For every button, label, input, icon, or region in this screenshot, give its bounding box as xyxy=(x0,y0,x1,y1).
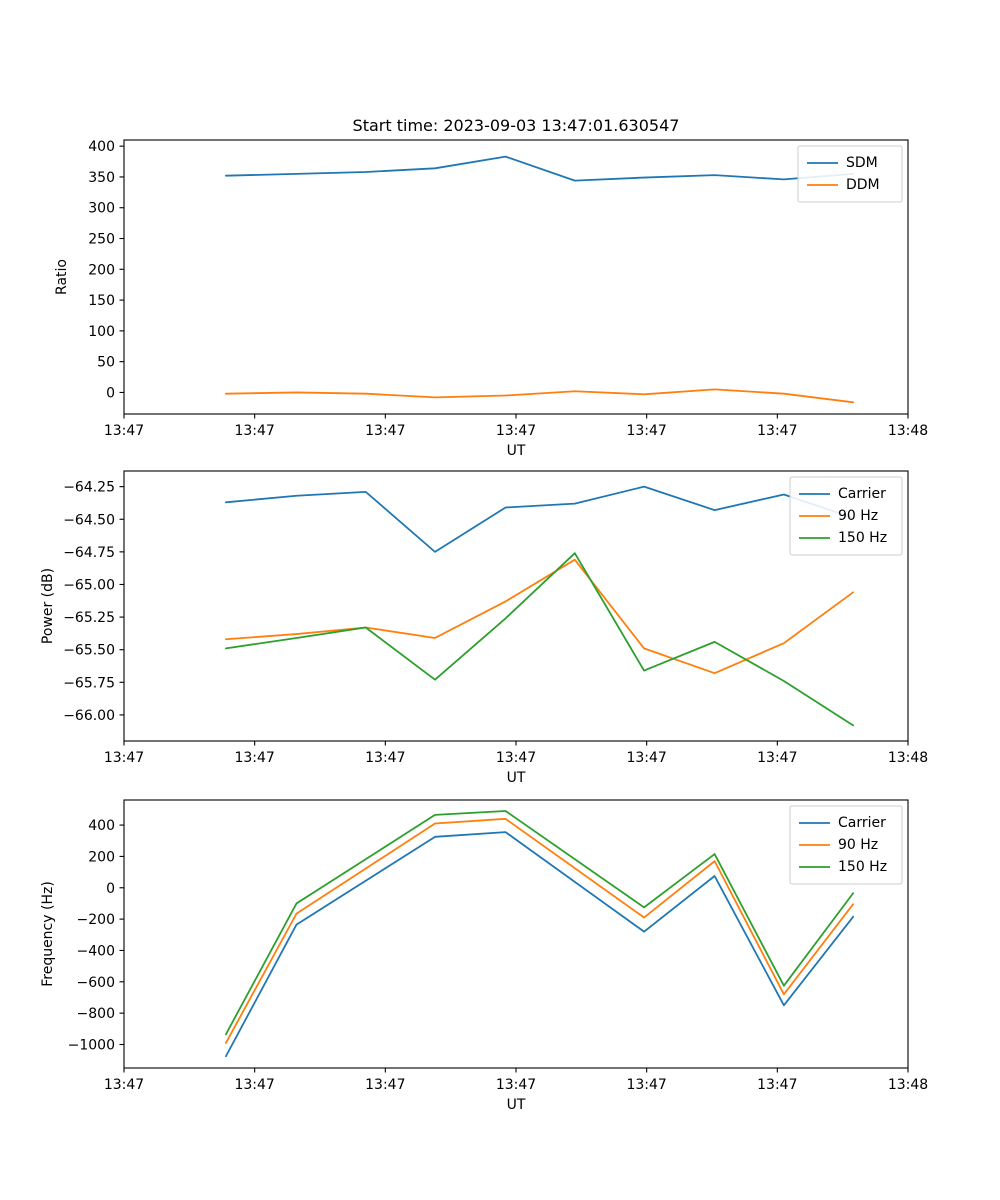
panel-power-ylabel: Power (dB) xyxy=(40,568,56,644)
panel-ratio-ytick-label: 400 xyxy=(88,139,115,155)
panel-ratio-series-sdm xyxy=(225,155,855,182)
panel-frequency-ytick-label: 200 xyxy=(88,849,115,865)
panel-ratio: 13:47 13:47 13:47 13:47 13:47 13:47 13:48 0 50 10… xyxy=(54,116,928,459)
panel-power: 13:47 13:47 13:47 13:47 13:47 13:47 13:48 −64.2… xyxy=(40,470,928,786)
panel-ratio-ytick-label: 150 xyxy=(88,293,115,309)
panel-ratio-xtick-label: 13:47 xyxy=(626,423,666,439)
panel-power-xtick-label: 13:47 xyxy=(496,750,536,766)
panel-ratio-ytick-label: 50 xyxy=(97,355,115,371)
panel-frequency-xtick-label: 13:47 xyxy=(496,1077,536,1093)
panel-power-series-150-hz xyxy=(225,552,855,727)
panel-frequency-ytick-label: 400 xyxy=(88,818,115,834)
panel-power-series-90-hz xyxy=(225,558,855,675)
panel-power-ytick-label: −65.00 xyxy=(63,577,115,593)
panel-ratio-ytick-label: 0 xyxy=(106,385,115,401)
panel-ratio-ytick-label: 100 xyxy=(88,324,115,340)
panel-ratio-ytick-label: 200 xyxy=(88,262,115,278)
panel-frequency-ytick-label: 0 xyxy=(106,881,115,897)
panel-frequency-legend-label-150-hz: 150 Hz xyxy=(838,859,887,875)
panel-ratio-xtick-label: 13:47 xyxy=(757,423,797,439)
panel-power-ytick-label: −65.25 xyxy=(63,610,115,626)
panel-ratio-legend-box xyxy=(797,145,903,203)
panel-ratio-xtick-label: 13:47 xyxy=(234,423,274,439)
panel-power-ytick-label: −66.00 xyxy=(63,708,115,724)
panel-ratio-ytick-label: 250 xyxy=(88,232,115,248)
panel-power-legend: Carrier 90 Hz 150 Hz xyxy=(789,476,903,556)
panel-power-ytick-label: −65.75 xyxy=(63,675,115,691)
panel-ratio-legend: SDM DDM xyxy=(797,145,903,203)
panel-ratio-xtick-label: 13:47 xyxy=(104,423,144,439)
panel-power-xlabel: UT xyxy=(507,770,526,786)
panel-frequency-series-carrier xyxy=(225,831,855,1058)
panel-frequency-ytick-label: −600 xyxy=(77,975,115,991)
panel-power-series-carrier xyxy=(225,485,855,553)
panel-power-ytick-label: −65.50 xyxy=(63,643,115,659)
panel-frequency-ytick-label: −400 xyxy=(77,943,115,959)
panel-ratio-series-ddm xyxy=(225,388,855,404)
panel-frequency-series-90-hz xyxy=(225,817,855,1044)
panel-ratio-xtick-label: 13:48 xyxy=(888,423,928,439)
panel-power-legend-label-150-hz: 150 Hz xyxy=(838,530,887,546)
panel-frequency-xtick-label: 13:47 xyxy=(757,1077,797,1093)
panel-ratio-legend-label-ddm: DDM xyxy=(846,177,880,193)
panel-ratio-ytick-label: 300 xyxy=(88,201,115,217)
panel-power-xtick-label: 13:47 xyxy=(626,750,666,766)
panel-frequency-ylabel: Frequency (Hz) xyxy=(40,881,56,987)
panel-ratio-ytick-label: 350 xyxy=(88,170,115,186)
panel-power-xtick-label: 13:47 xyxy=(104,750,144,766)
panel-power-xtick-label: 13:47 xyxy=(234,750,274,766)
panel-power-ytick-label: −64.50 xyxy=(63,512,115,528)
panel-power-legend-label-carrier: Carrier xyxy=(838,486,886,502)
panel-ratio-title: Start time: 2023-09-03 13:47:01.630547 xyxy=(353,116,680,135)
panel-ratio-xtick-label: 13:47 xyxy=(496,423,536,439)
panel-frequency-xtick-label: 13:47 xyxy=(626,1077,666,1093)
panel-power-legend-label-90-hz: 90 Hz xyxy=(838,508,878,524)
panel-power-xtick-label: 13:47 xyxy=(365,750,405,766)
panel-frequency-series-150-hz xyxy=(225,810,855,1036)
panel-frequency-legend-box xyxy=(789,805,903,885)
panel-frequency-ytick-label: −800 xyxy=(77,1006,115,1022)
panel-power-xtick-label: 13:48 xyxy=(888,750,928,766)
panel-power-xtick-label: 13:47 xyxy=(757,750,797,766)
panel-ratio-xtick-label: 13:47 xyxy=(365,423,405,439)
panel-frequency-legend-label-90-hz: 90 Hz xyxy=(838,837,878,853)
panel-frequency-xtick-label: 13:47 xyxy=(104,1077,144,1093)
panel-frequency-xlabel: UT xyxy=(507,1097,526,1113)
panel-frequency: 13:47 13:47 13:47 13:47 13:47 13:47 13:48 400 20… xyxy=(40,799,928,1113)
panel-frequency-legend-label-carrier: Carrier xyxy=(838,815,886,831)
panel-ratio-xlabel: UT xyxy=(507,443,526,459)
panel-frequency-xtick-label: 13:47 xyxy=(234,1077,274,1093)
panel-frequency-xtick-label: 13:48 xyxy=(888,1077,928,1093)
panel-frequency-ytick-label: −200 xyxy=(77,912,115,928)
panel-ratio-ylabel: Ratio xyxy=(54,259,70,295)
panel-frequency-legend: Carrier 90 Hz 150 Hz xyxy=(789,805,903,885)
panel-frequency-ytick-label: −1000 xyxy=(68,1037,115,1053)
panel-power-ytick-label: −64.25 xyxy=(63,480,115,496)
panel-power-legend-box xyxy=(789,476,903,556)
panel-ratio-legend-label-sdm: SDM xyxy=(846,155,878,171)
panel-power-ytick-label: −64.75 xyxy=(63,545,115,561)
panel-frequency-xtick-label: 13:47 xyxy=(365,1077,405,1093)
